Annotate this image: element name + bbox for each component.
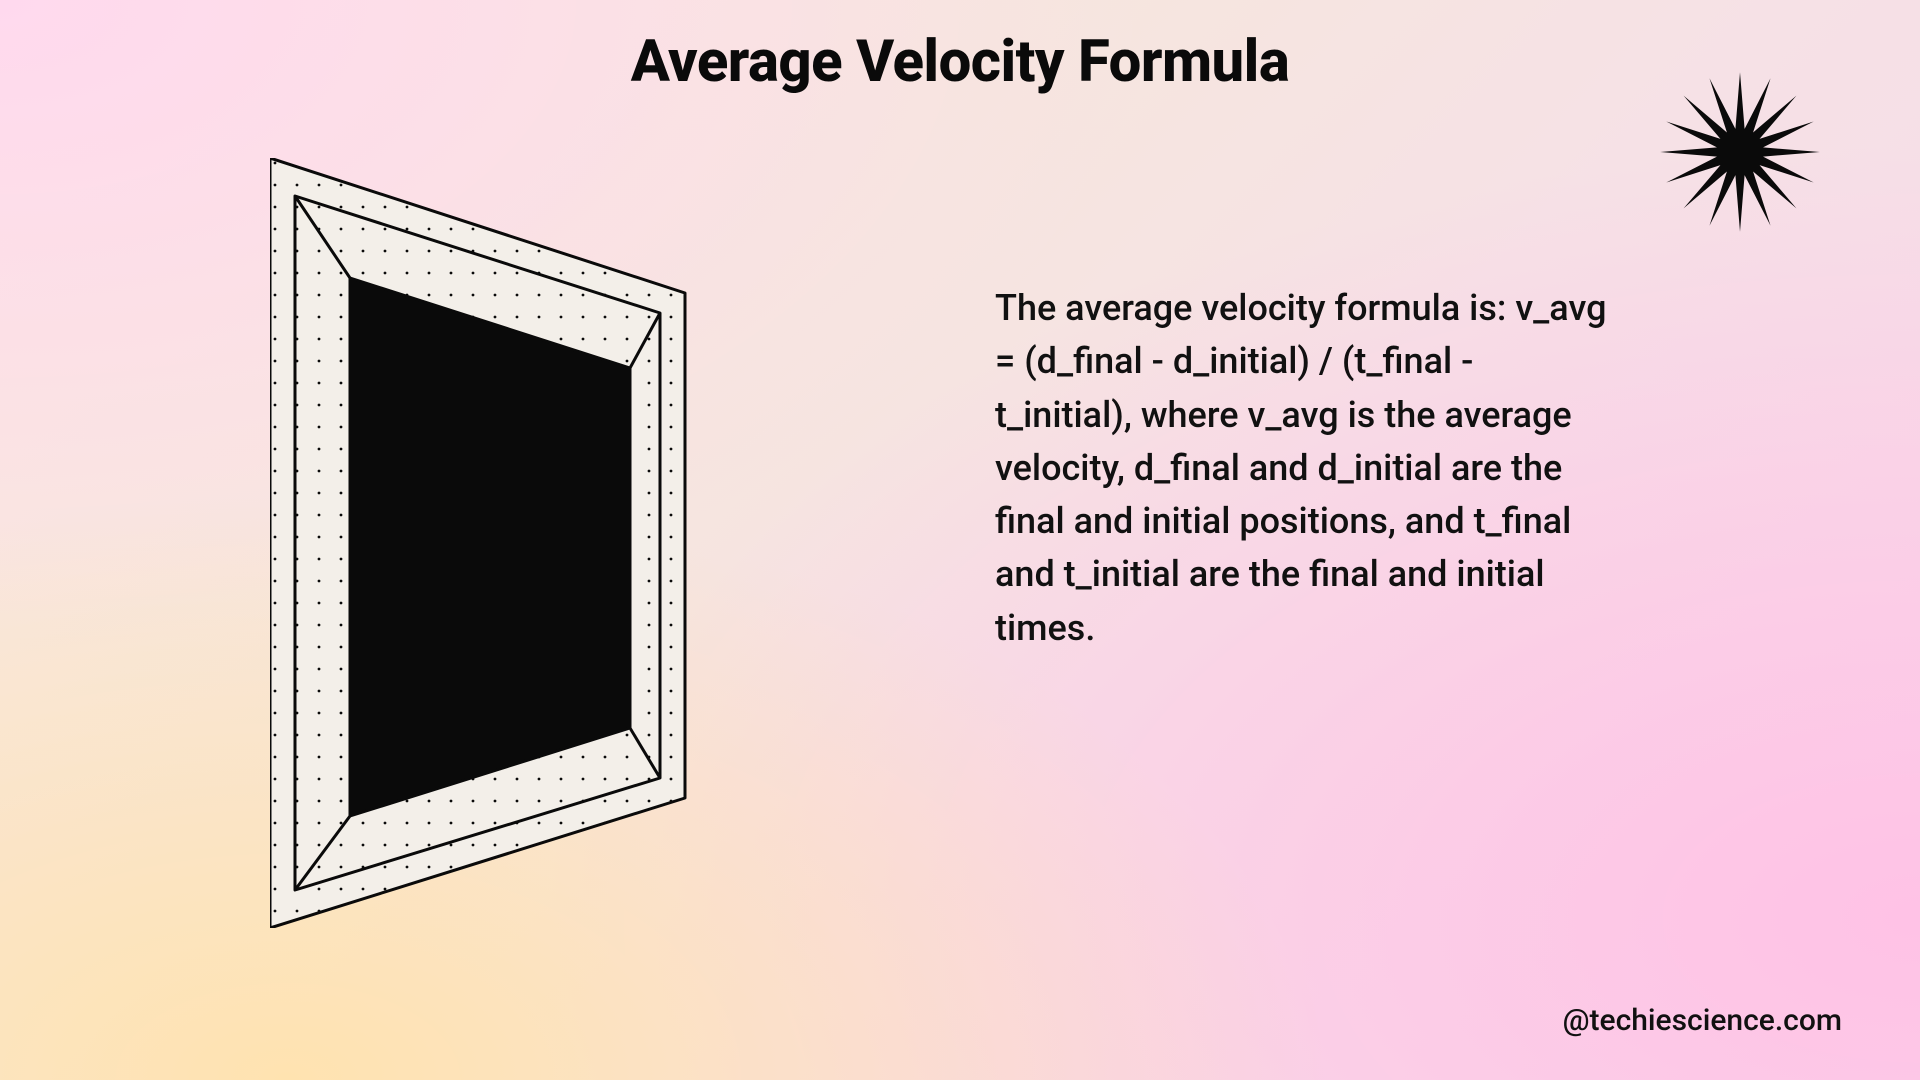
tunnel-shape-icon: [270, 158, 704, 928]
attribution: @techiescience.com: [1563, 1003, 1842, 1038]
page-title: Average Velocity Formula: [631, 28, 1290, 96]
slide: Average Velocity Formula The average vel…: [0, 0, 1920, 1080]
starburst-icon: [1656, 68, 1824, 236]
body-text: The average velocity formula is: v_avg =…: [995, 282, 1615, 655]
